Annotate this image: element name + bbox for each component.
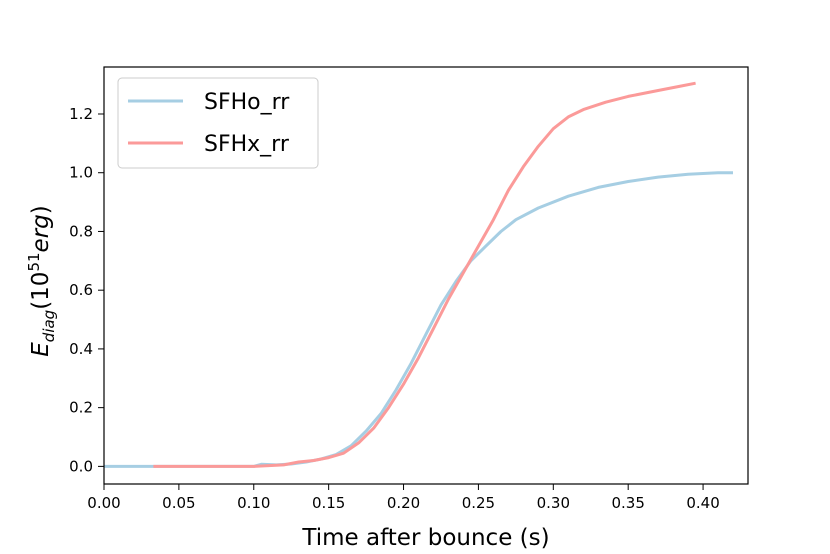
y-tick-label: 0.8 — [69, 222, 93, 240]
legend-label-sfhx: SFHx_rr — [204, 132, 290, 157]
y-axis-label: Ediag(1051erg) — [25, 205, 58, 357]
x-tick-label: 0.05 — [162, 494, 195, 512]
x-axis-label: Time after bounce (s) — [301, 525, 549, 551]
y-tick-label: 1.0 — [69, 164, 93, 182]
axis-ticks: 0.00 0.05 0.10 0.15 0.20 0.25 0.30 0.35 0.40 0.0 0… — [69, 105, 720, 512]
y-tick-label: 0.4 — [69, 340, 93, 358]
x-tick-label: 0.20 — [387, 494, 420, 512]
y-tick-label: 0.6 — [69, 281, 93, 299]
series-line-sfhx-rr — [153, 81, 696, 468]
x-tick-label: 0.30 — [537, 494, 570, 512]
y-tick-label: 0.0 — [69, 457, 93, 475]
y-tick-label: 1.2 — [69, 105, 93, 123]
x-tick-label: 0.15 — [312, 494, 345, 512]
legend-label-sfho: SFHo_rr — [204, 90, 290, 115]
x-tick-label: 0.40 — [686, 494, 719, 512]
x-tick-label: 0.25 — [462, 494, 495, 512]
axes-frame — [103, 66, 749, 485]
y-tick-label: 0.2 — [69, 399, 93, 417]
x-tick-label: 0.00 — [87, 494, 120, 512]
x-tick-label: 0.35 — [611, 494, 644, 512]
legend: SFHo_rr SFHx_rr — [117, 77, 319, 169]
plot-area — [104, 81, 733, 468]
x-tick-label: 0.10 — [237, 494, 270, 512]
